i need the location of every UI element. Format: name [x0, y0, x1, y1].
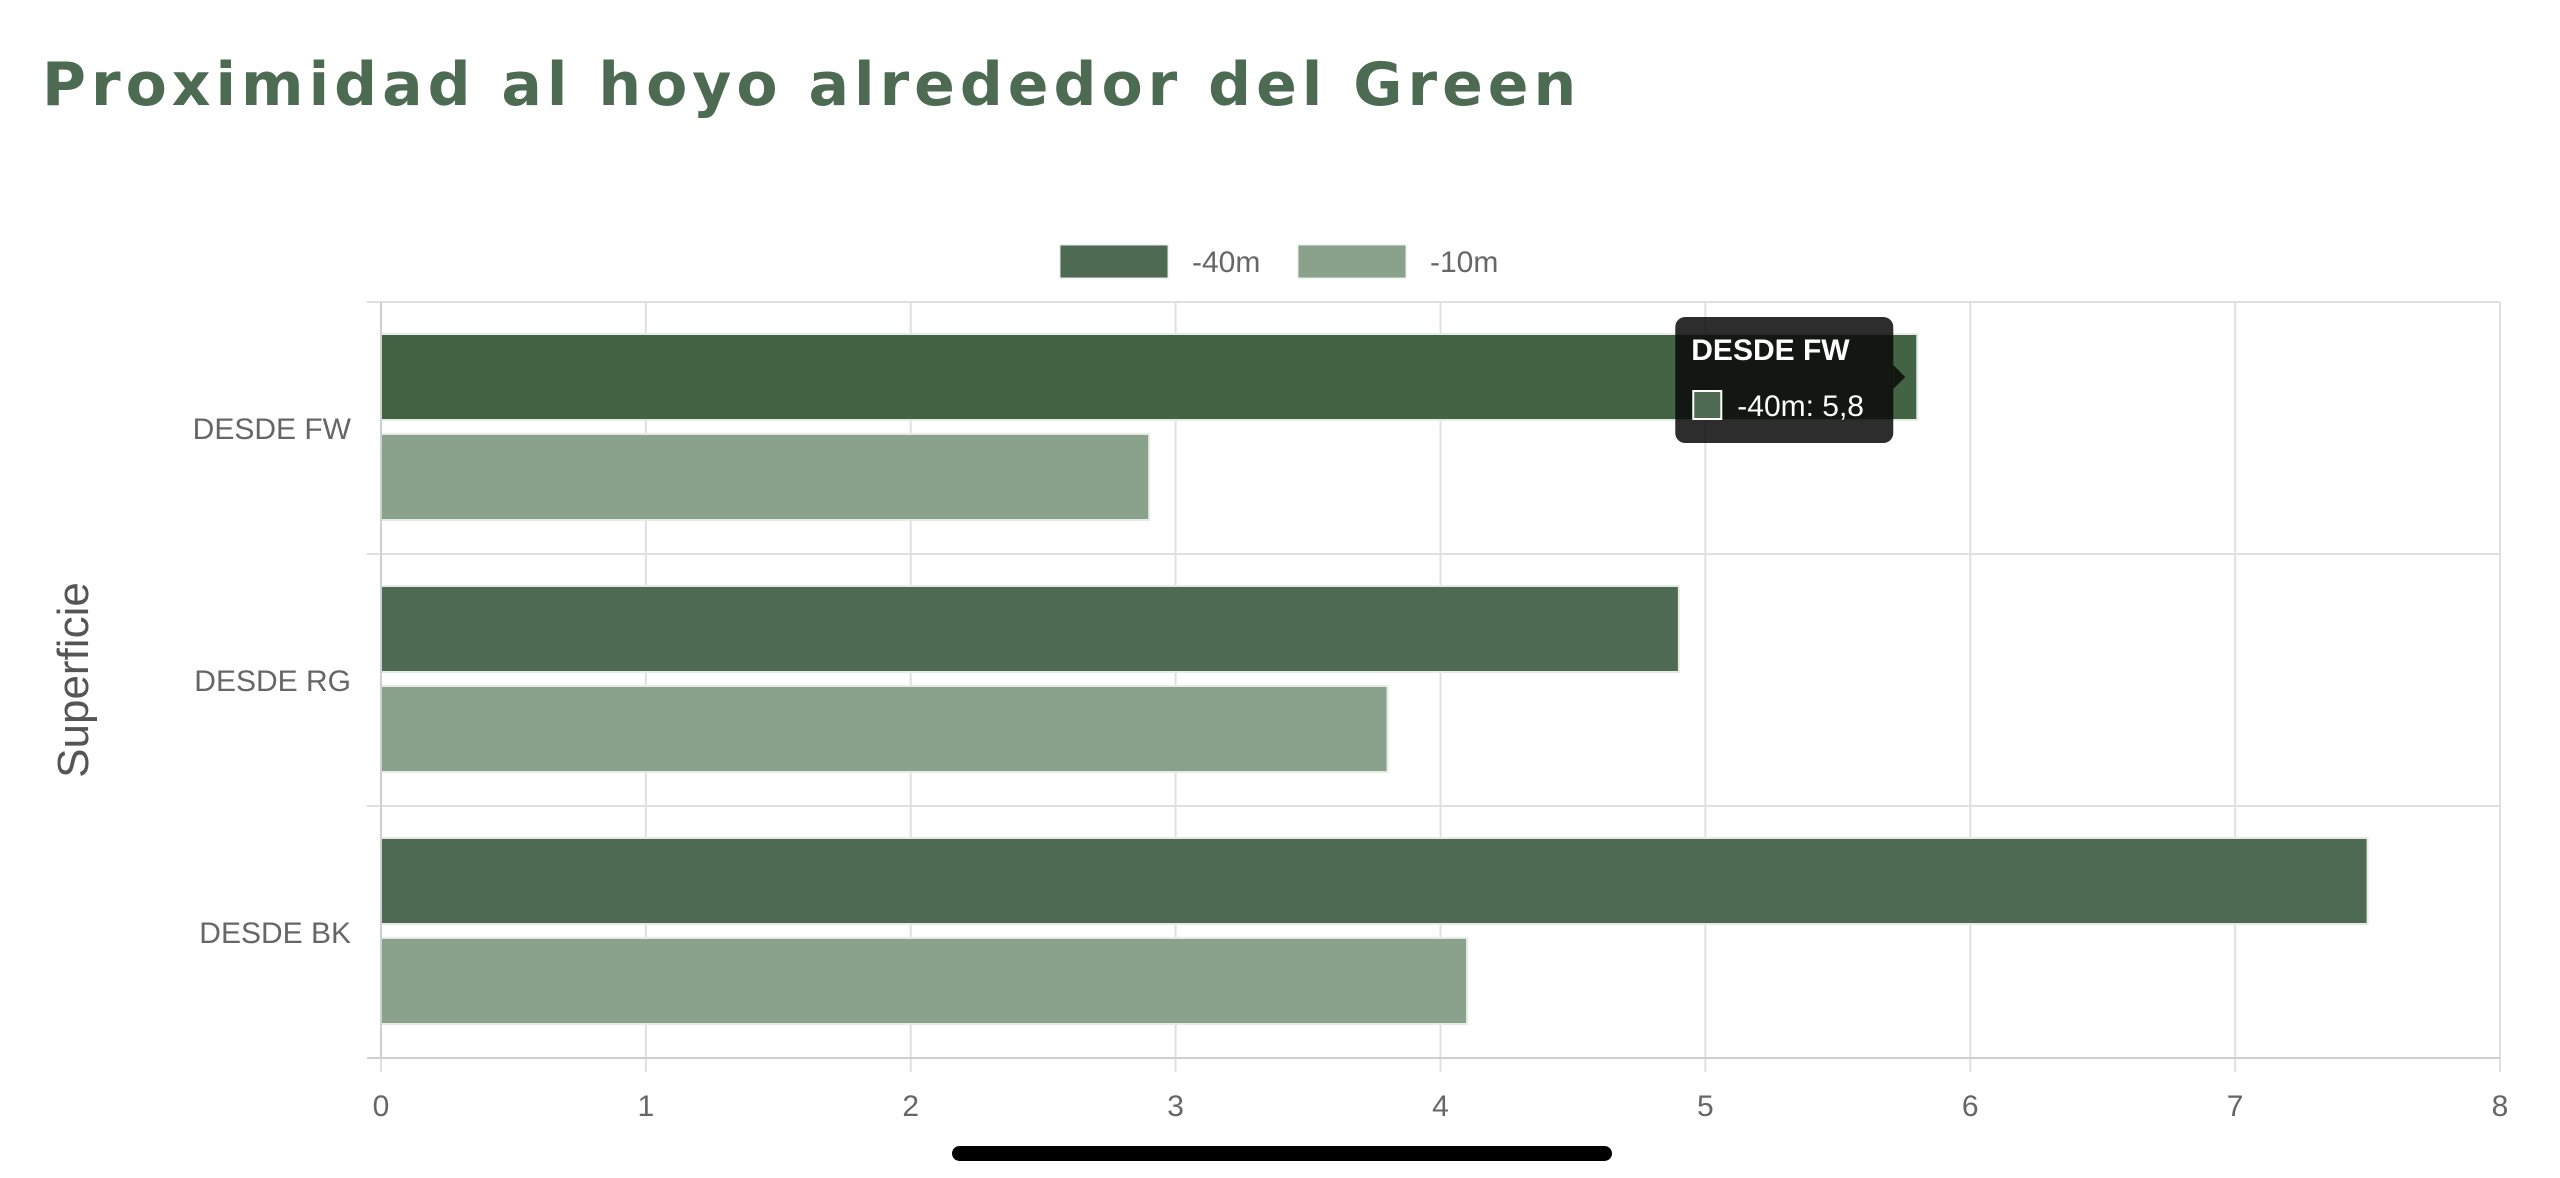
- bar--10m-desde-bk: [380, 937, 1468, 1025]
- legend-label: -10m: [1430, 246, 1498, 279]
- page-title: Proximidad al hoyo alrededor del Green: [42, 50, 1582, 120]
- x-tick-label: 4: [1432, 1090, 1449, 1123]
- x-tick-label: 6: [1962, 1090, 1979, 1123]
- bars: [380, 333, 2369, 1025]
- bar--40m-desde-rg: [380, 585, 1680, 673]
- bar--10m-desde-rg: [380, 685, 1389, 773]
- legend: -40m -10m: [1059, 244, 1498, 279]
- tooltip-value: -40m: 5,8: [1737, 390, 1864, 423]
- legend-swatch: [1059, 244, 1169, 279]
- x-tick-label: 7: [2227, 1090, 2244, 1123]
- x-tick-label: 1: [638, 1090, 655, 1123]
- tooltip-box: [1675, 317, 1894, 443]
- home-indicator: [952, 1146, 1612, 1161]
- grid: [367, 301, 2501, 1072]
- category-label: DESDE RG: [194, 665, 351, 698]
- x-tick-label: 5: [1697, 1090, 1714, 1123]
- bar-chart: 0 1 2 3 4 5 6 7 8 DESDE FW DESDE RG DESDE BK Superfi…: [49, 244, 2508, 1123]
- legend-swatch: [1297, 244, 1407, 279]
- tooltip-swatch: [1692, 390, 1723, 420]
- bar--10m-desde-fw: [380, 433, 1151, 521]
- y-axis-title: Superficie: [49, 582, 98, 778]
- bar--40m-desde-bk: [380, 837, 2369, 925]
- legend-label: -40m: [1192, 246, 1260, 279]
- category-label: DESDE BK: [199, 917, 351, 950]
- tooltip-caret: [1893, 365, 1906, 389]
- tooltip-title: DESDE FW: [1691, 334, 1850, 367]
- category-label: DESDE FW: [193, 413, 352, 446]
- axes: 0 1 2 3 4 5 6 7 8 DESDE FW DESDE RG DESDE BK Superfi…: [49, 302, 2508, 1123]
- x-tick-label: 3: [1167, 1090, 1184, 1123]
- tooltip: DESDE FW -40m: 5,8: [1675, 317, 1906, 443]
- x-tick-label: 0: [373, 1090, 390, 1123]
- x-tick-label: 2: [902, 1090, 919, 1123]
- x-tick-label: 8: [2492, 1090, 2509, 1123]
- bar--40m-desde-fw: [380, 333, 1919, 421]
